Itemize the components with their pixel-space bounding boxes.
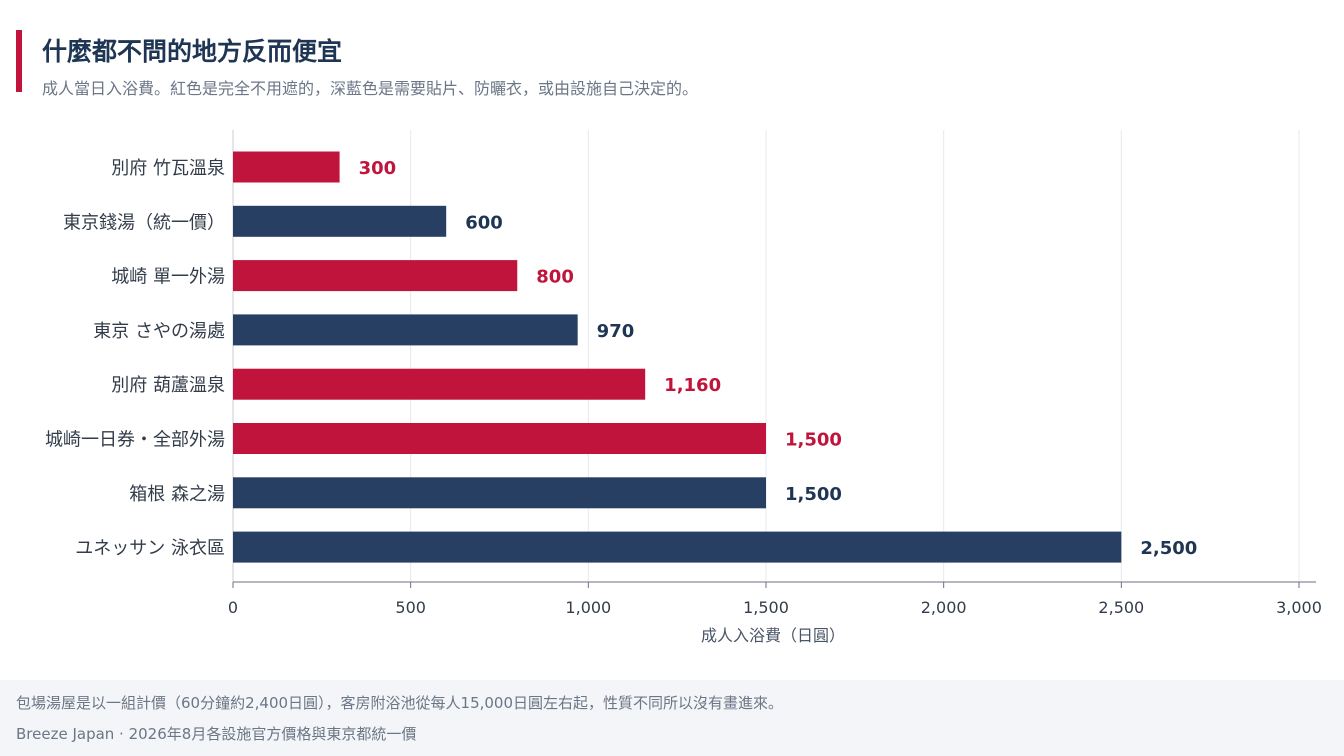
value-label: 800	[536, 267, 574, 288]
x-axis: 0 500 1,000 1,500 2,000 2,500 3,000	[228, 581, 1322, 617]
category-label: 別府 葫蘆溫泉	[111, 375, 225, 396]
value-label: 300	[359, 158, 397, 179]
title-accent-bar	[16, 30, 22, 92]
value-label: 1,500	[785, 430, 842, 451]
chart-subtitle: 成人當日入浴費。紅色是完全不用遮的，深藍色是需要貼片、防曬衣，或由設施自己決定的…	[42, 79, 699, 98]
bar	[233, 531, 1122, 563]
category-label: 東京 さやの湯處	[93, 321, 225, 342]
category-label: 城崎 單一外湯	[111, 267, 225, 288]
x-tick-label: 500	[395, 598, 426, 617]
x-tick-label: 2,500	[1098, 598, 1144, 617]
value-labels: 300 600 800 970 1,160 1,500 1,500 2,500	[359, 158, 1198, 559]
category-label: ユネッサン 泳衣區	[75, 538, 225, 559]
x-tick-label: 3,000	[1276, 598, 1322, 617]
bar	[233, 477, 766, 509]
footnote: 包場湯屋是以一組計價（60分鐘約2,400日圓），客房附浴池從每人15,000日…	[16, 694, 784, 712]
category-label: 東京錢湯（統一價）	[63, 212, 225, 233]
x-tick-label: 1,500	[743, 598, 789, 617]
bar	[233, 423, 766, 454]
footer-panel	[0, 680, 1344, 756]
x-tick-label: 2,000	[921, 598, 967, 617]
value-label: 970	[597, 321, 635, 342]
source-credit: Breeze Japan · 2026年8月各設施官方價格與東京都統一價	[16, 725, 417, 743]
x-axis-title: 成人入浴費（日圓）	[701, 626, 845, 645]
bars	[233, 151, 1122, 563]
bar	[233, 368, 646, 400]
bar	[233, 151, 340, 183]
category-label: 城崎一日券・全部外湯	[45, 430, 225, 451]
bar	[233, 314, 578, 346]
x-tick-label: 0	[228, 598, 238, 617]
value-label: 600	[465, 212, 503, 233]
grid-lines	[232, 130, 1300, 582]
value-label: 2,500	[1140, 538, 1197, 559]
category-label: 箱根 森之湯	[129, 484, 225, 505]
bar	[233, 205, 447, 237]
x-tick-label: 1,000	[565, 598, 611, 617]
value-label: 1,500	[785, 484, 842, 505]
bar	[233, 260, 518, 292]
chart-title: 什麼都不問的地方反而便宜	[42, 37, 343, 66]
value-label: 1,160	[664, 375, 721, 396]
category-label: 別府 竹瓦溫泉	[111, 158, 225, 179]
